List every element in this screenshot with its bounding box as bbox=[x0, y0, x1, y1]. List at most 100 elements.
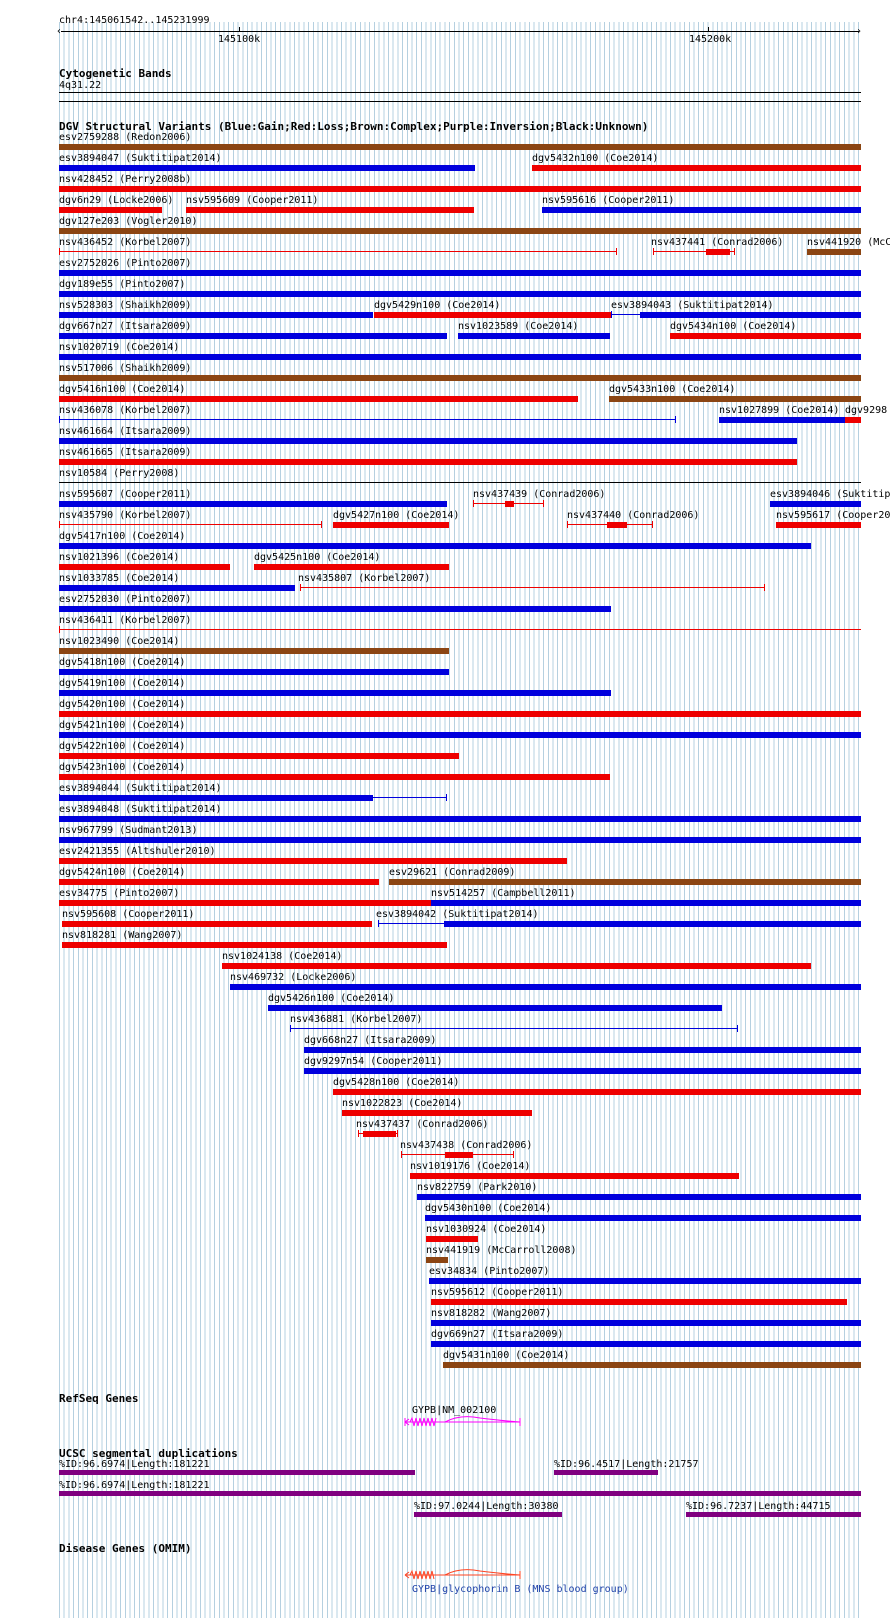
variant-label[interactable]: dgv5418n100 (Coe2014) bbox=[59, 657, 186, 668]
variant-label[interactable]: dgv5430n100 (Coe2014) bbox=[425, 1203, 552, 1214]
variant-bar[interactable] bbox=[59, 606, 611, 612]
variant-line[interactable] bbox=[300, 587, 765, 588]
variant-label[interactable]: nsv1020719 (Coe2014) bbox=[59, 342, 180, 353]
variant-label[interactable]: dgv189e55 (Pinto2007) bbox=[59, 279, 186, 290]
variant-label[interactable]: nsv822759 (Park2010) bbox=[417, 1182, 538, 1193]
variant-bar[interactable] bbox=[333, 1089, 861, 1095]
variant-label[interactable]: nsv818282 (Wang2007) bbox=[431, 1308, 552, 1319]
variant-label[interactable]: esv2759288 (Redon2006) bbox=[59, 132, 192, 143]
variant-bar[interactable] bbox=[304, 1047, 861, 1053]
ruler-right-arrow-icon[interactable]: › bbox=[856, 26, 863, 37]
variant-bar[interactable] bbox=[542, 207, 861, 213]
variant-bar[interactable] bbox=[59, 879, 379, 885]
variant-label[interactable]: dgv5423n100 (Coe2014) bbox=[59, 762, 186, 773]
variant-line[interactable] bbox=[59, 524, 322, 525]
variant-label[interactable]: nsv436881 (Korbel2007) bbox=[290, 1014, 423, 1025]
variant-bar[interactable] bbox=[59, 459, 797, 465]
variant-bar[interactable] bbox=[363, 1131, 396, 1137]
variant-bar[interactable] bbox=[505, 501, 514, 507]
variant-label[interactable]: nsv1027899 (Coe2014) bbox=[719, 405, 840, 416]
refseq-gene-model[interactable] bbox=[400, 1412, 530, 1432]
variant-bar[interactable] bbox=[532, 165, 861, 171]
variant-bar[interactable] bbox=[59, 228, 861, 234]
variant-label[interactable]: esv29621 (Conrad2009) bbox=[389, 867, 516, 878]
variant-label[interactable]: dgv5422n100 (Coe2014) bbox=[59, 741, 186, 752]
variant-bar[interactable] bbox=[59, 774, 610, 780]
variant-bar[interactable] bbox=[607, 522, 627, 528]
variant-label[interactable]: nsv10584 (Perry2008) bbox=[59, 468, 180, 479]
variant-label[interactable]: esv3894047 (Suktitipat2014) bbox=[59, 153, 222, 164]
dgv-track-title[interactable]: DGV Structural Variants (Blue:Gain;Red:L… bbox=[59, 120, 649, 133]
variant-bar[interactable] bbox=[304, 1068, 861, 1074]
variant-bar[interactable] bbox=[706, 249, 730, 255]
variant-bar[interactable] bbox=[59, 144, 861, 150]
variant-label[interactable]: dgv5427n100 (Coe2014) bbox=[333, 510, 460, 521]
variant-bar[interactable] bbox=[59, 795, 373, 801]
variant-label[interactable]: nsv469732 (Locke2006) bbox=[230, 972, 357, 983]
variant-bar[interactable] bbox=[59, 858, 567, 864]
variant-label[interactable]: nsv595617 (Cooper20 bbox=[776, 510, 890, 521]
variant-bar[interactable] bbox=[59, 207, 162, 213]
variant-bar[interactable] bbox=[59, 690, 611, 696]
variant-label[interactable]: nsv595608 (Cooper2011) bbox=[62, 909, 195, 920]
variant-label[interactable]: dgv5416n100 (Coe2014) bbox=[59, 384, 186, 395]
variant-bar[interactable] bbox=[222, 963, 811, 969]
cytoband-band[interactable] bbox=[59, 92, 861, 93]
variant-bar[interactable] bbox=[59, 585, 295, 591]
variant-bar[interactable] bbox=[426, 1257, 448, 1263]
variant-label[interactable]: esv3894048 (Suktitipat2014) bbox=[59, 804, 222, 815]
variant-bar[interactable] bbox=[59, 711, 861, 717]
variant-bar[interactable] bbox=[254, 564, 449, 570]
variant-label[interactable]: dgv5431n100 (Coe2014) bbox=[443, 1350, 570, 1361]
variant-bar[interactable] bbox=[59, 900, 431, 906]
variant-label[interactable]: dgv127e203 (Vogler2010) bbox=[59, 216, 198, 227]
variant-label[interactable]: nsv1019176 (Coe2014) bbox=[410, 1161, 531, 1172]
variant-label[interactable]: dgv5424n100 (Coe2014) bbox=[59, 867, 186, 878]
variant-label[interactable]: nsv514257 (Campbell2011) bbox=[431, 888, 576, 899]
variant-label[interactable]: esv3894046 (Suktitip bbox=[770, 489, 890, 500]
variant-bar[interactable] bbox=[59, 333, 447, 339]
variant-label[interactable]: dgv9297n54 (Cooper2011) bbox=[304, 1056, 443, 1067]
variant-bar[interactable] bbox=[62, 921, 372, 927]
segdup-bar[interactable] bbox=[59, 1470, 415, 1475]
variant-bar[interactable] bbox=[59, 354, 861, 360]
variant-bar[interactable] bbox=[719, 417, 861, 423]
variant-bar[interactable] bbox=[333, 522, 449, 528]
variant-bar[interactable] bbox=[59, 438, 797, 444]
variant-label[interactable]: nsv436411 (Korbel2007) bbox=[59, 615, 192, 626]
omim-track-title[interactable]: Disease Genes (OMIM) bbox=[59, 1542, 192, 1555]
variant-label[interactable]: nsv967799 (Sudmant2013) bbox=[59, 825, 198, 836]
variant-label[interactable]: nsv595609 (Cooper2011) bbox=[186, 195, 319, 206]
variant-label[interactable]: nsv435807 (Korbel2007) bbox=[298, 573, 431, 584]
variant-label[interactable]: dgv9298 bbox=[845, 405, 888, 416]
variant-bar[interactable] bbox=[59, 816, 861, 822]
variant-label[interactable]: dgv5420n100 (Coe2014) bbox=[59, 699, 186, 710]
variant-label[interactable]: esv2421355 (Altshuler2010) bbox=[59, 846, 216, 857]
variant-bar[interactable] bbox=[429, 1278, 861, 1284]
refseq-track-title[interactable]: RefSeq Genes bbox=[59, 1392, 139, 1405]
variant-bar[interactable] bbox=[342, 1110, 532, 1116]
variant-bar[interactable] bbox=[59, 732, 861, 738]
variant-line[interactable] bbox=[290, 1028, 738, 1029]
variant-label[interactable]: dgv5434n100 (Coe2014) bbox=[670, 321, 797, 332]
variant-label[interactable]: nsv437439 (Conrad2006) bbox=[473, 489, 606, 500]
variant-label[interactable]: nsv441919 (McCarroll2008) bbox=[426, 1245, 577, 1256]
omim-gene-model[interactable] bbox=[400, 1565, 530, 1585]
variant-bar[interactable] bbox=[431, 900, 861, 906]
variant-bar[interactable] bbox=[59, 270, 861, 276]
variant-bar[interactable] bbox=[59, 186, 861, 192]
variant-bar[interactable] bbox=[443, 1362, 861, 1368]
variant-bar[interactable] bbox=[268, 1005, 722, 1011]
variant-label[interactable]: nsv1030924 (Coe2014) bbox=[426, 1224, 547, 1235]
variant-label[interactable]: nsv436078 (Korbel2007) bbox=[59, 405, 192, 416]
variant-label[interactable]: nsv461665 (Itsara2009) bbox=[59, 447, 192, 458]
variant-bar[interactable] bbox=[770, 501, 861, 507]
variant-label[interactable]: nsv1021396 (Coe2014) bbox=[59, 552, 180, 563]
variant-label[interactable]: dgv669n27 (Itsara2009) bbox=[431, 1329, 564, 1340]
variant-label[interactable]: nsv595607 (Cooper2011) bbox=[59, 489, 192, 500]
variant-label[interactable]: esv2752030 (Pinto2007) bbox=[59, 594, 192, 605]
variant-bar[interactable] bbox=[410, 1173, 739, 1179]
variant-label[interactable]: nsv595612 (Cooper2011) bbox=[431, 1287, 564, 1298]
variant-bar[interactable] bbox=[59, 291, 861, 297]
variant-label[interactable]: nsv528303 (Shaikh2009) bbox=[59, 300, 192, 311]
